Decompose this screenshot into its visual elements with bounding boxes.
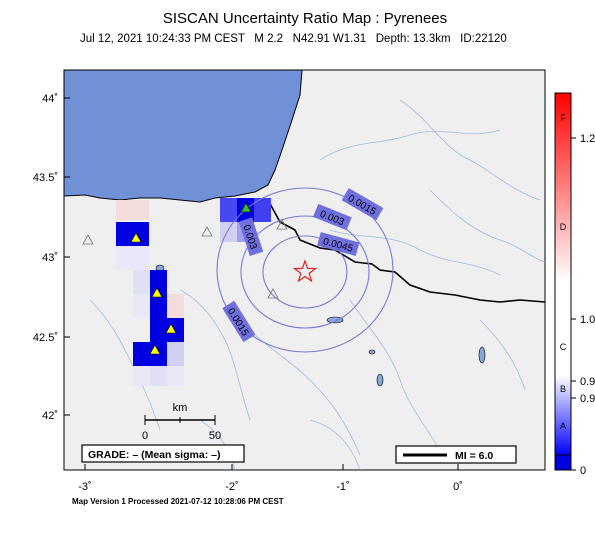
colorbar-grade: D	[560, 222, 567, 232]
colorbar-value: 0.9	[580, 393, 595, 405]
colorbar-value: 1.0	[580, 314, 595, 326]
colorbar-value: 0.9	[580, 376, 595, 388]
colorbar-grade: B	[560, 384, 566, 394]
station-triangle-icon	[240, 202, 252, 213]
mi-text: MI = 6.0	[455, 450, 493, 462]
scale-bar: km 0 50	[142, 402, 221, 442]
colorbar-grade: A	[560, 421, 566, 431]
lon-tick-label: -3˚	[78, 481, 91, 493]
gray-triangle-icon	[267, 288, 279, 299]
colorbar: 1.2 1.0 0.9 0.9 0 F D C B A	[554, 92, 595, 477]
scale-start: 0	[142, 430, 148, 442]
gray-triangle-icon	[201, 226, 213, 237]
colorbar-grade: F	[560, 113, 566, 123]
lat-tick-label: 42˚	[42, 410, 58, 422]
red-star-icon	[292, 259, 318, 283]
yellow-triangle-icon	[130, 232, 142, 243]
lat-ticks: 44˚ 43.5˚ 43˚ 42.5˚ 42˚	[33, 93, 70, 422]
mi-box: MI = 6.0	[395, 445, 517, 464]
lon-tick-label: -1˚	[336, 481, 349, 493]
yellow-triangle-icon	[149, 344, 161, 355]
yellow-triangle-icon	[165, 323, 177, 334]
gray-triangle-icon	[82, 234, 94, 245]
map-title: SISCAN Uncertainty Ratio Map : Pyrenees	[162, 10, 448, 27]
lon-tick-label: -2˚	[225, 481, 238, 493]
lat-tick-label: 43.5˚	[33, 172, 58, 184]
scale-end: 50	[209, 430, 221, 442]
stations	[82, 202, 288, 355]
lon-ticks: -3˚ -2˚ -1˚ 0˚	[78, 464, 463, 493]
grade-text: GRADE: – (Mean sigma: –)	[88, 449, 220, 461]
reservoirs	[153, 264, 486, 387]
lat-tick-label: 44˚	[42, 93, 58, 105]
lon-tick-label: 0˚	[453, 481, 463, 493]
colorbar-grade: C	[560, 342, 567, 352]
rivers	[89, 99, 545, 470]
ocean-area	[64, 70, 303, 203]
colorbar-value: 1.2	[580, 133, 595, 145]
yellow-triangle-icon	[151, 287, 163, 298]
gray-triangle-icon	[276, 219, 288, 230]
map-subtitle: Jul 12, 2021 10:24:33 PM CEST M 2.2 N42.…	[80, 33, 507, 45]
map-footer: Map Version 1 Processed 2021-07-12 10:28…	[72, 497, 284, 506]
contour-lines	[216, 187, 394, 353]
lat-tick-label: 43˚	[42, 252, 58, 264]
grade-box: GRADE: – (Mean sigma: –)	[81, 444, 245, 463]
scale-unit: km	[173, 402, 188, 414]
colorbar-value: 0	[580, 465, 586, 477]
lat-tick-label: 42.5˚	[33, 332, 58, 344]
